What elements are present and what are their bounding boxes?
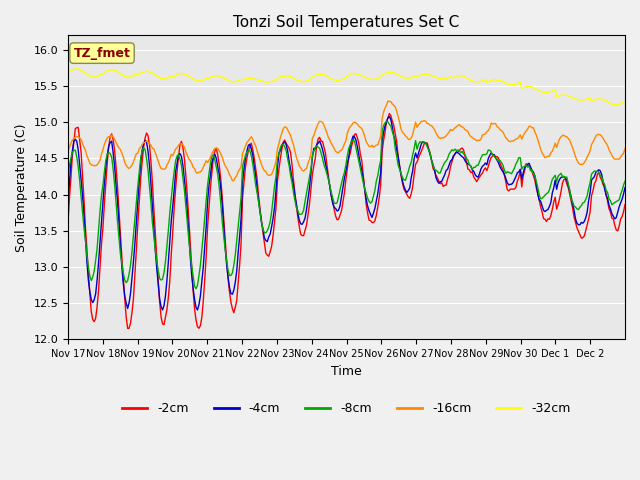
-32cm (463, 75, 470, 81)
-2cm (621, 202, 629, 207)
-4cm (83, 259, 91, 265)
-32cm (72, 66, 79, 72)
-8cm (383, 119, 390, 124)
-2cm (464, 166, 472, 172)
Line: -4cm: -4cm (68, 117, 625, 310)
Line: -32cm: -32cm (68, 69, 625, 105)
-8cm (621, 179, 629, 184)
-16cm (83, 153, 91, 158)
-32cm (64, 70, 72, 75)
-4cm (547, 200, 555, 205)
-16cm (464, 129, 472, 134)
-32cm (102, 69, 109, 74)
-16cm (621, 146, 629, 152)
-4cm (64, 197, 72, 203)
-2cm (620, 209, 627, 215)
-4cm (620, 191, 627, 197)
-32cm (352, 71, 360, 77)
-2cm (83, 246, 91, 252)
-2cm (124, 325, 131, 331)
X-axis label: Time: Time (331, 365, 362, 378)
-32cm (620, 99, 627, 105)
Line: -2cm: -2cm (68, 113, 625, 328)
-16cm (352, 120, 360, 126)
-4cm (100, 180, 108, 186)
-8cm (620, 182, 627, 188)
-4cm (194, 307, 202, 313)
-4cm (621, 185, 629, 191)
-16cm (100, 142, 108, 147)
Line: -8cm: -8cm (68, 121, 625, 289)
-2cm (385, 110, 393, 116)
-8cm (192, 286, 200, 292)
Title: Tonzi Soil Temperatures Set C: Tonzi Soil Temperatures Set C (234, 15, 460, 30)
-2cm (64, 219, 72, 225)
-32cm (621, 99, 629, 105)
-32cm (611, 102, 619, 108)
-32cm (84, 72, 92, 78)
-4cm (464, 161, 472, 167)
-4cm (385, 114, 393, 120)
-2cm (352, 131, 360, 137)
-16cm (64, 148, 72, 154)
-2cm (100, 201, 108, 206)
-32cm (545, 89, 553, 95)
-16cm (620, 150, 627, 156)
-2cm (547, 213, 555, 218)
-8cm (100, 169, 108, 175)
-8cm (547, 182, 555, 188)
-16cm (228, 178, 236, 183)
-4cm (352, 137, 360, 143)
Line: -16cm: -16cm (68, 101, 625, 180)
Legend: -2cm, -4cm, -8cm, -16cm, -32cm: -2cm, -4cm, -8cm, -16cm, -32cm (117, 397, 576, 420)
-8cm (64, 176, 72, 182)
-16cm (547, 150, 555, 156)
Y-axis label: Soil Temperature (C): Soil Temperature (C) (15, 123, 28, 252)
-16cm (384, 98, 392, 104)
-8cm (352, 145, 360, 151)
-8cm (83, 252, 91, 258)
Text: TZ_fmet: TZ_fmet (74, 47, 131, 60)
-8cm (464, 157, 472, 163)
